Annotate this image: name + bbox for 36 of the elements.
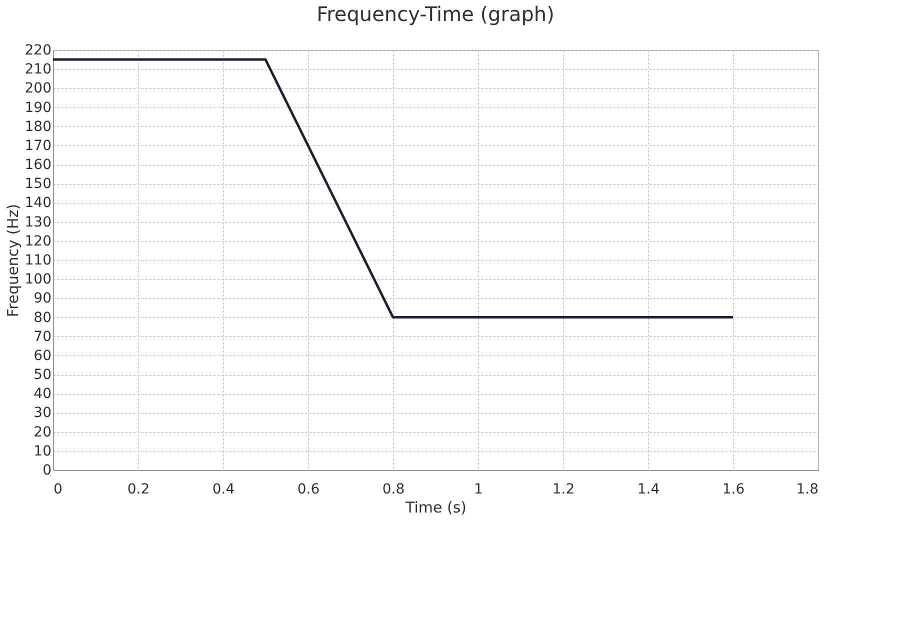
x-tick-label: 0.6 (297, 482, 320, 498)
y-tick-label: 220 (24, 42, 52, 58)
x-tick-label: 1.4 (637, 482, 660, 498)
y-tick-label: 0 (42, 462, 52, 478)
y-tick-label: 80 (34, 310, 52, 326)
y-tick-label: 30 (34, 405, 52, 422)
y-tick-label: 20 (34, 424, 52, 440)
y-tick-label: 70 (34, 328, 52, 345)
y-tick-label: 210 (24, 62, 52, 78)
y-tick-label: 200 (24, 80, 52, 97)
y-tick-label: 120 (24, 233, 52, 250)
x-tick-label: 0 (54, 482, 62, 498)
y-tick-label: 40 (34, 386, 52, 402)
y-tick-label: 90 (34, 290, 52, 307)
x-tick-label: 1.2 (552, 482, 575, 498)
x-tick-label: 0.8 (382, 482, 405, 498)
y-tick-label: 180 (24, 118, 52, 135)
y-tick-label: 160 (24, 157, 52, 174)
x-tick-label: 1 (474, 482, 483, 498)
x-tick-label: 0.4 (212, 482, 235, 498)
chart-title: Frequency-Time (graph) (316, 2, 554, 26)
y-tick-label: 10 (34, 443, 52, 460)
x-tick-label: 0.2 (127, 482, 150, 498)
y-tick-label: 110 (24, 252, 52, 268)
y-tick-label: 190 (24, 100, 52, 116)
y-tick-label: 60 (34, 348, 52, 364)
x-tick-label: 1.6 (722, 482, 745, 498)
y-tick-label: 170 (24, 138, 52, 154)
y-tick-label: 150 (24, 176, 52, 192)
y-tick-label: 100 (24, 272, 52, 288)
y-tick-label: 130 (24, 214, 52, 230)
y-axis-title: Frequency (Hz) (4, 204, 22, 318)
x-tick-label: 1.8 (796, 482, 818, 498)
x-axis-title: Time (s) (404, 498, 466, 516)
y-tick-label: 140 (24, 195, 52, 212)
y-tick-label: 50 (34, 367, 52, 384)
